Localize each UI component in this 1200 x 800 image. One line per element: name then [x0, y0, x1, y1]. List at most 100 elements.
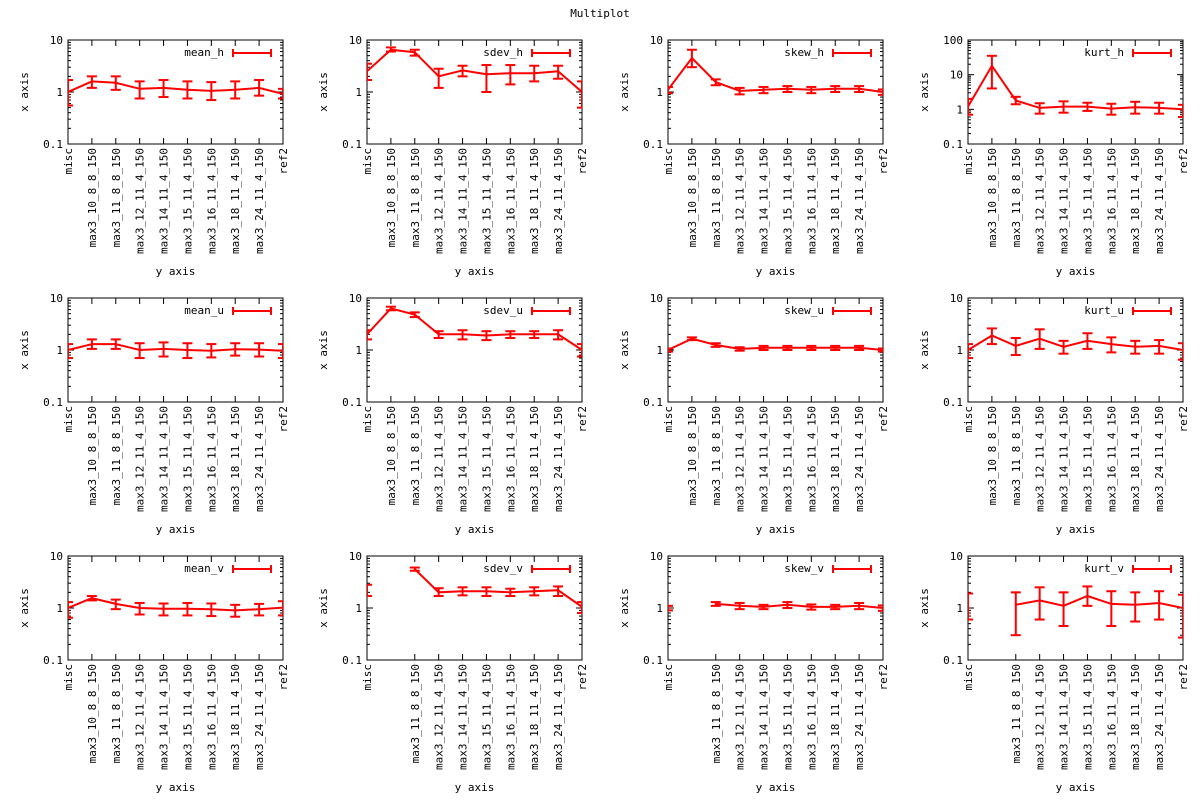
- x-axis-label: y axis: [455, 523, 495, 536]
- x-tick-label: max3_12_11_4_150: [734, 148, 747, 254]
- x-tick-label: max3_11_8_8_150: [110, 406, 123, 505]
- x-axis-label: y axis: [1056, 523, 1096, 536]
- y-axis-label: x axis: [918, 588, 931, 628]
- x-tick-label: max3_16_11_4_150: [504, 406, 517, 512]
- series-group: [968, 585, 1183, 639]
- x-tick-label: max3_10_8_8_150: [385, 148, 398, 247]
- x-tick-label: max3_11_8_8_150: [1010, 406, 1023, 505]
- x-tick-label: max3_11_8_8_150: [710, 148, 723, 247]
- x-tick-label: max3_15_11_4_150: [181, 148, 194, 254]
- legend-label: sdev_u: [483, 304, 523, 317]
- x-tick-label: max3_12_11_4_150: [134, 406, 147, 512]
- x-tick-label: max3_12_11_4_150: [433, 148, 446, 254]
- x-tick-label: max3_24_11_4_150: [253, 664, 266, 770]
- x-tick-label: max3_24_11_4_150: [552, 664, 565, 770]
- x-tick-label: max3_16_11_4_150: [205, 406, 218, 512]
- x-tick-label: max3_11_8_8_150: [409, 148, 422, 247]
- y-tick-label: 10: [50, 550, 63, 563]
- y-tick-label: 0.1: [943, 396, 963, 409]
- series-line: [367, 307, 582, 351]
- x-tick-label: max3_15_11_4_150: [1081, 664, 1094, 770]
- x-tick-label: max3_15_11_4_150: [480, 148, 493, 254]
- series-group: [668, 601, 883, 612]
- x-tick-label: max3_12_11_4_150: [134, 664, 147, 770]
- series-line: [968, 334, 1183, 351]
- x-tick-label: max3_14_11_4_150: [758, 664, 771, 770]
- y-tick-label: 1: [355, 344, 362, 357]
- plot-frame: [967, 39, 1184, 145]
- y-tick-label: 1: [355, 86, 362, 99]
- series-line: [68, 80, 283, 95]
- series-group: [68, 595, 283, 619]
- x-tick-label: ref2: [1177, 148, 1190, 175]
- chart-panel-kurt-u: 0.1 1 10 misc max3_10_8_8_150 max3_11_8_8_150…: [918, 292, 1190, 536]
- x-tick-label: ref2: [877, 406, 890, 433]
- series-line: [68, 343, 283, 352]
- x-tick-label: max3_24_11_4_150: [1153, 148, 1166, 254]
- x-tick-label: max3_11_8_8_150: [110, 664, 123, 763]
- x-tick-label: max3_10_8_8_150: [986, 406, 999, 505]
- series-line: [668, 337, 883, 351]
- x-tick-label: max3_24_11_4_150: [853, 664, 866, 770]
- x-tick-label: max3_15_11_4_150: [781, 406, 794, 512]
- x-tick-label: ref2: [1177, 664, 1190, 691]
- x-tick-label: max3_10_8_8_150: [86, 406, 99, 505]
- x-tick-label: max3_18_11_4_150: [1129, 406, 1142, 512]
- legend-label: skew_h: [784, 46, 824, 59]
- y-axis-label: x axis: [18, 72, 31, 112]
- x-tick-label: max3_16_11_4_150: [1105, 664, 1118, 770]
- chart-panel-sdev-h: 0.1 1 10 misc max3_10_8_8_150 max3_11_8_8_150…: [317, 34, 589, 278]
- y-tick-label: 0.1: [43, 138, 63, 151]
- legend-label: skew_u: [784, 304, 824, 317]
- x-tick-label: max3_11_8_8_150: [710, 664, 723, 763]
- legend-label: kurt_u: [1084, 304, 1124, 317]
- y-tick-label: 10: [349, 292, 362, 305]
- x-tick-label: misc: [962, 664, 975, 691]
- page-title: Multiplot: [570, 7, 630, 20]
- x-tick-label: misc: [62, 148, 75, 175]
- legend-label: mean_h: [184, 46, 224, 59]
- chart-panel-sdev-v: 0.1 1 10 misc max3_11_8_8_150 max3_12_11_4_15…: [317, 550, 589, 794]
- x-tick-label: misc: [361, 406, 374, 433]
- series-group: [668, 48, 883, 96]
- x-tick-label: max3_18_11_4_150: [528, 148, 541, 254]
- x-tick-label: max3_10_8_8_150: [986, 148, 999, 247]
- y-tick-label: 0.1: [43, 654, 63, 667]
- y-tick-label: 1: [56, 344, 63, 357]
- x-tick-label: ref2: [576, 406, 589, 433]
- x-tick-label: misc: [662, 664, 675, 691]
- y-tick-label: 0.1: [943, 654, 963, 667]
- x-tick-label: max3_18_11_4_150: [229, 406, 242, 512]
- chart-panel-skew-h: 0.1 1 10 misc max3_10_8_8_150 max3_11_8_8_150…: [618, 34, 890, 278]
- legend-label: sdev_v: [483, 562, 523, 575]
- legend-label: mean_v: [184, 562, 224, 575]
- x-tick-label: ref2: [1177, 406, 1190, 433]
- x-tick-label: ref2: [877, 148, 890, 175]
- x-tick-label: max3_11_8_8_150: [409, 664, 422, 763]
- x-axis-label: y axis: [156, 781, 196, 794]
- x-tick-label: max3_10_8_8_150: [385, 406, 398, 505]
- y-tick-label: 0.1: [643, 396, 663, 409]
- series-line: [68, 597, 283, 612]
- x-tick-label: max3_24_11_4_150: [1153, 406, 1166, 512]
- x-tick-label: max3_24_11_4_150: [552, 148, 565, 254]
- y-tick-label: 0.1: [643, 138, 663, 151]
- y-tick-label: 10: [650, 34, 663, 47]
- x-tick-label: ref2: [277, 664, 290, 691]
- x-tick-label: max3_18_11_4_150: [229, 664, 242, 770]
- x-tick-label: max3_15_11_4_150: [181, 664, 194, 770]
- x-axis-label: y axis: [756, 265, 796, 278]
- x-tick-label: max3_18_11_4_150: [528, 406, 541, 512]
- x-tick-label: max3_11_8_8_150: [1010, 148, 1023, 247]
- series-group: [367, 305, 582, 358]
- x-tick-label: max3_11_8_8_150: [1010, 664, 1023, 763]
- series-group: [968, 54, 1183, 119]
- y-axis-label: x axis: [18, 330, 31, 370]
- x-tick-label: max3_18_11_4_150: [229, 148, 242, 254]
- x-tick-label: max3_18_11_4_150: [1129, 148, 1142, 254]
- x-tick-label: max3_12_11_4_150: [1034, 406, 1047, 512]
- y-tick-label: 0.1: [643, 654, 663, 667]
- x-tick-label: max3_16_11_4_150: [805, 406, 818, 512]
